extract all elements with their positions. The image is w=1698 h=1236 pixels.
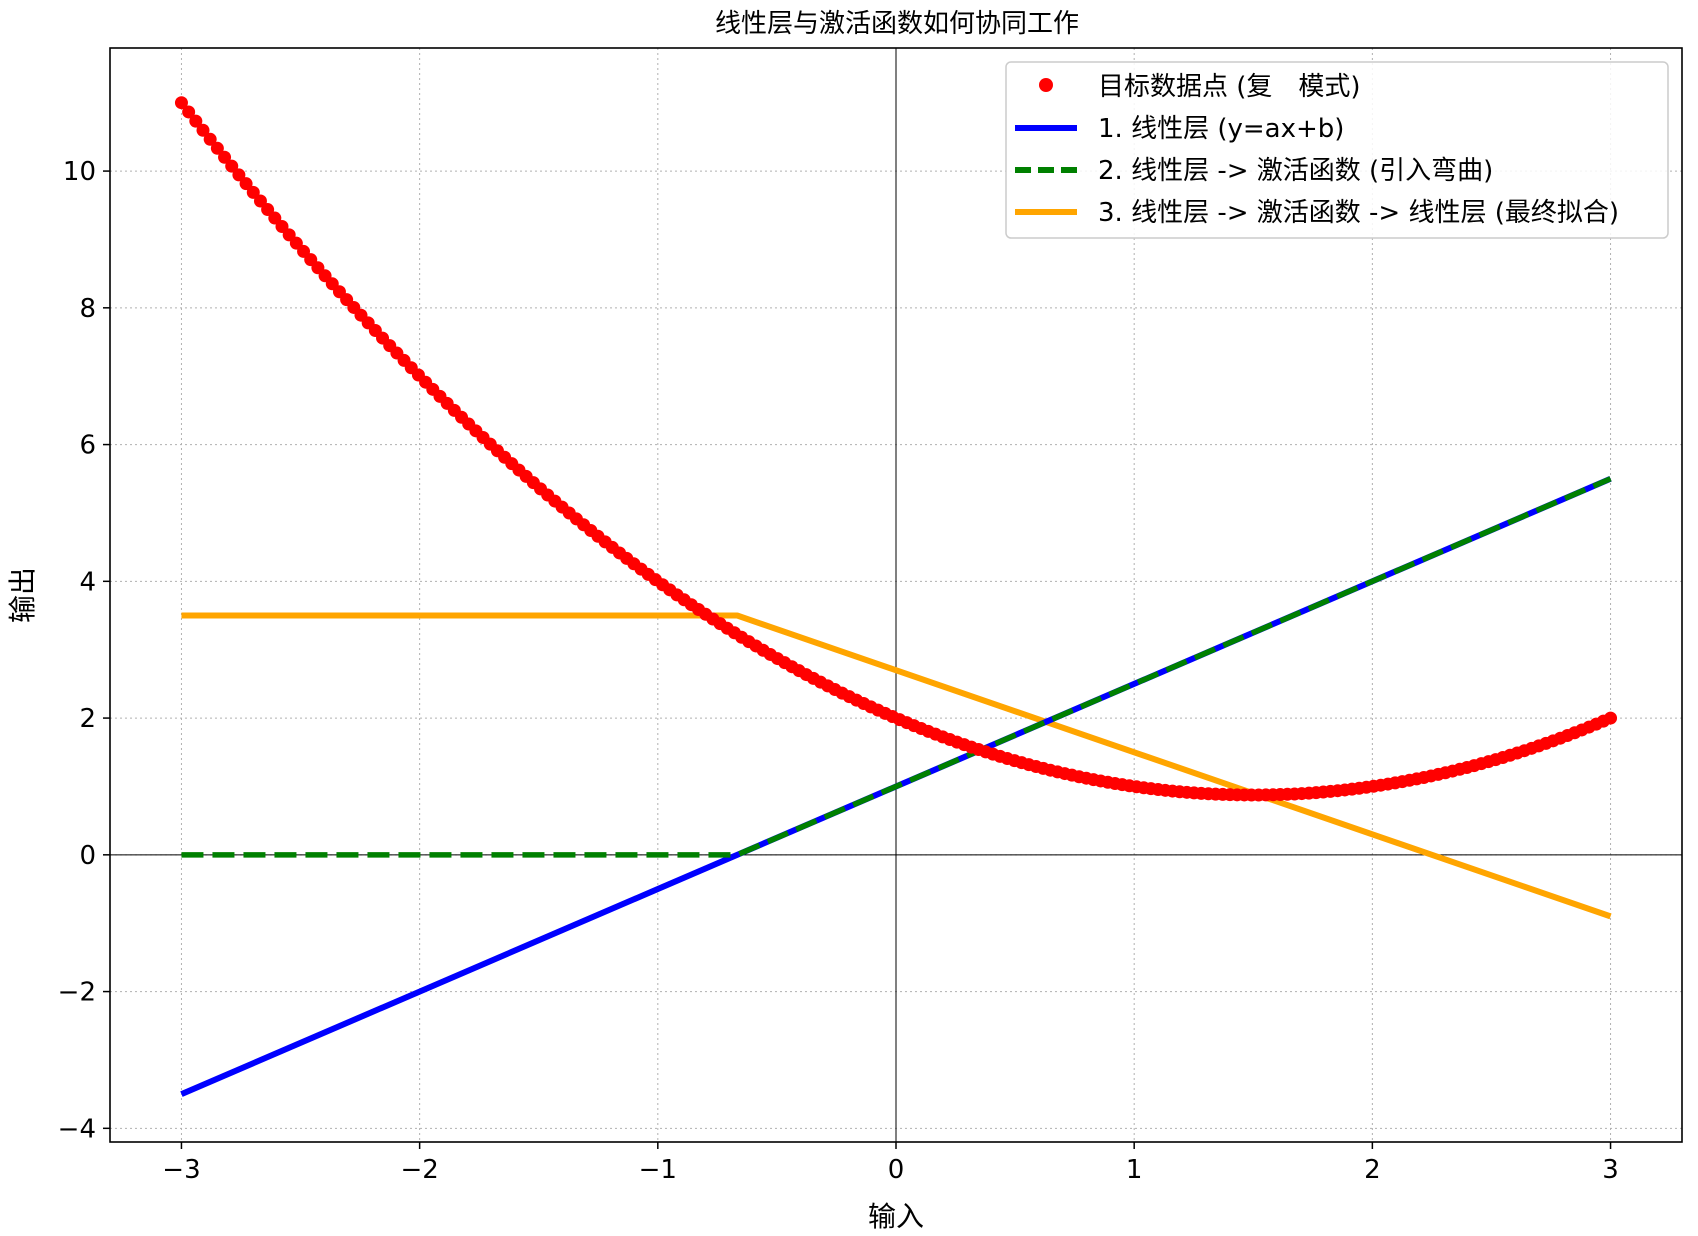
data-point — [232, 168, 246, 182]
y-tick-label: 0 — [79, 841, 96, 871]
data-point — [1604, 711, 1618, 725]
series-line-2 — [181, 476, 1612, 858]
x-tick-label: −1 — [639, 1155, 677, 1185]
data-point — [246, 185, 260, 199]
y-tick-label: 4 — [79, 567, 96, 597]
x-axis-label: 输入 — [868, 1200, 924, 1233]
y-axis-label: 输出 — [6, 567, 39, 623]
data-point — [182, 105, 196, 119]
data-point — [261, 203, 275, 217]
data-point — [189, 114, 203, 128]
data-point — [203, 132, 217, 146]
legend-label: 3. 线性层 -> 激活函数 -> 线性层 (最终拟合) — [1098, 198, 1619, 228]
x-axis-ticks: −3 −2 −1 0 1 2 3 — [162, 1142, 1619, 1185]
series-line-3 — [181, 612, 1612, 920]
data-point — [253, 194, 267, 208]
x-tick-label: 3 — [1602, 1155, 1619, 1185]
x-tick-label: −2 — [400, 1155, 438, 1185]
data-point — [196, 123, 210, 137]
y-tick-label: −4 — [58, 1114, 96, 1144]
x-tick-label: −3 — [162, 1155, 200, 1185]
y-axis-ticks: −4 −2 0 2 4 6 8 10 — [58, 157, 110, 1144]
legend-marker-scatter — [1039, 78, 1053, 92]
data-point — [239, 177, 253, 191]
legend-label: 2. 线性层 -> 激活函数 (引入弯曲) — [1098, 156, 1493, 186]
chart-title: 线性层与激活函数如何协同工作 — [715, 9, 1079, 39]
legend: 目标数据点 (复 模式) 1. 线性层 (y=ax+b) 2. 线性层 -> 激活函… — [1005, 61, 1669, 239]
y-tick-label: −2 — [58, 978, 96, 1008]
data-point — [218, 150, 232, 164]
data-point — [210, 141, 224, 155]
data-point — [225, 159, 239, 173]
data-point — [268, 211, 282, 225]
y-tick-label: 6 — [79, 431, 96, 461]
y-tick-label: 2 — [79, 704, 96, 734]
data-point — [174, 96, 188, 110]
legend-label: 目标数据点 (复 模式) — [1098, 72, 1361, 102]
x-tick-label: 2 — [1364, 1155, 1381, 1185]
x-tick-label: 1 — [1126, 1155, 1143, 1185]
y-tick-label: 10 — [63, 157, 96, 187]
series-layer — [174, 96, 1618, 1097]
legend-box — [1005, 61, 1669, 239]
legend-label: 1. 线性层 (y=ax+b) — [1098, 114, 1344, 144]
x-tick-label: 0 — [888, 1155, 905, 1185]
y-tick-label: 8 — [79, 294, 96, 324]
